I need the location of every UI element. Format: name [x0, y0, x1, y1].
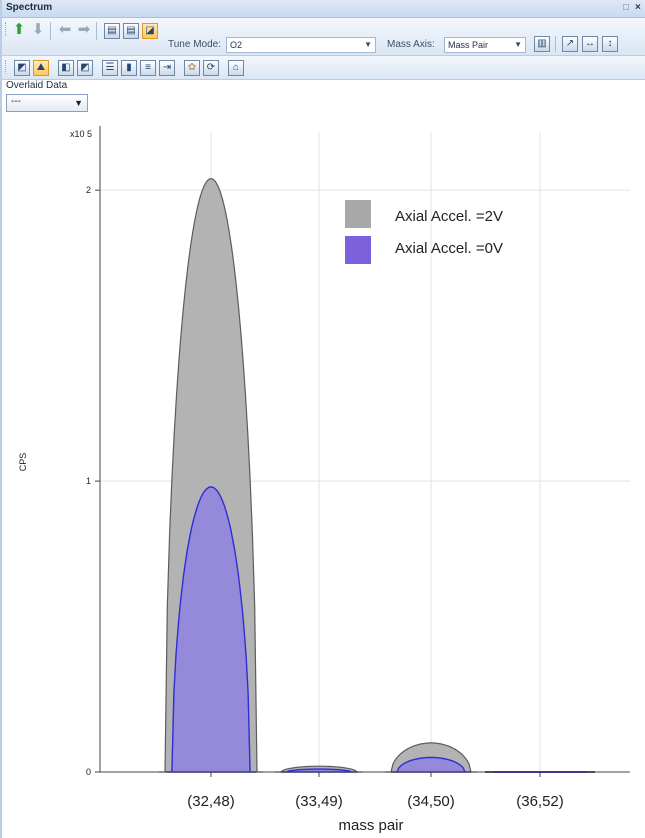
chevron-down-icon: ▼ — [364, 40, 372, 49]
legend-label-2v: Axial Accel. =2V — [395, 208, 503, 225]
overlaid-data-value: --- — [11, 96, 21, 107]
overlaid-data-label: Overlaid Data — [6, 80, 68, 91]
save-icon[interactable]: ▤ — [104, 23, 120, 39]
overlaid-data-select[interactable]: --- ▼ — [6, 94, 88, 112]
y-axis-title: CPS — [18, 453, 28, 472]
spectrum-chart[interactable]: 0 1 2 (32,48) (33,49) (34,50) (36,52) x10 5 CP… — [2, 112, 645, 836]
grid-icon[interactable]: ▥ — [534, 36, 550, 52]
x-tick-label: (32,48) — [187, 793, 235, 810]
stack-icon[interactable]: ≡ — [140, 60, 156, 76]
toolbar-main: ⬆ ⬇ ⬅ ➡ ▤ ▤ ◪ Tune Mode: O2 ▼ Mass Axis:… — [2, 18, 645, 56]
area-0v-point — [391, 756, 471, 773]
window-title: Spectrum — [6, 2, 53, 13]
bar-icon[interactable]: ▮ — [121, 60, 137, 76]
image-icon[interactable]: ◪ — [142, 23, 158, 39]
pin-icon[interactable]: □ — [623, 2, 630, 13]
chart-legend: Axial Accel. =2V Axial Accel. =0V — [345, 200, 503, 264]
y-axis-exponent: x10 5 — [70, 129, 92, 139]
toolbar-secondary: ◩ ⛰ ◧ ◩ ☰ ▮ ≡ ⇥ ✿ ⟳ ⌂ — [2, 56, 645, 80]
save-as-icon[interactable]: ▤ — [123, 23, 139, 39]
mass-axis-select[interactable]: Mass Pair ▼ — [444, 37, 526, 53]
export-icon[interactable]: ⇥ — [159, 60, 175, 76]
mass-axis-label: Mass Axis: — [387, 39, 435, 50]
y-tick-label: 2 — [86, 185, 91, 195]
table-icon[interactable]: ☰ — [102, 60, 118, 76]
chart-edit-icon[interactable]: ◩ — [14, 60, 30, 76]
toolbar-grip[interactable] — [5, 22, 9, 36]
tune-mode-value: O2 — [230, 40, 243, 50]
area-0v-point — [280, 768, 358, 773]
mass-axis-value: Mass Pair — [448, 40, 489, 50]
tune-mode-select[interactable]: O2 ▼ — [226, 37, 376, 53]
y-tick-label: 1 — [86, 476, 91, 486]
arrow-left-icon[interactable]: ⬅ — [58, 21, 72, 38]
toolbar-separator — [555, 36, 556, 52]
x-tick-label: (34,50) — [407, 793, 455, 810]
arrow-down-icon[interactable]: ⬇ — [31, 21, 45, 38]
title-bar: Spectrum □ × — [2, 0, 645, 18]
zoom-y-icon[interactable]: ↕ — [602, 36, 618, 52]
arrow-up-icon[interactable]: ⬆ — [12, 21, 26, 38]
zoom-x-icon[interactable]: ↗ — [562, 36, 578, 52]
chevron-down-icon: ▼ — [514, 40, 522, 49]
overlay-icon[interactable]: ◧ — [58, 60, 74, 76]
arrow-right-icon[interactable]: ➡ — [77, 21, 91, 38]
spectrum-icon[interactable]: ⛰ — [33, 60, 49, 76]
compare-icon[interactable]: ◩ — [77, 60, 93, 76]
x-tick-label: (36,52) — [516, 793, 564, 810]
toolbar-separator — [96, 22, 97, 40]
chart-axes: 0 1 2 (32,48) (33,49) (34,50) (36,52) — [86, 126, 630, 810]
legend-label-0v: Axial Accel. =0V — [395, 240, 503, 257]
x-tick-label: (33,49) — [295, 793, 343, 810]
legend-swatch-0v — [345, 236, 371, 264]
close-icon[interactable]: × — [635, 2, 641, 13]
mask-icon[interactable]: ⌂ — [228, 60, 244, 76]
legend-swatch-2v — [345, 200, 371, 228]
tune-mode-label: Tune Mode: — [168, 39, 221, 50]
toolbar-separator — [50, 22, 51, 40]
toolbar-grip[interactable] — [5, 60, 9, 74]
chevron-down-icon: ▼ — [74, 98, 83, 108]
zoom-fit-icon[interactable]: ↔ — [582, 36, 598, 52]
chart-areas — [159, 177, 595, 773]
refresh-icon[interactable]: ⟳ — [203, 60, 219, 76]
y-tick-label: 0 — [86, 767, 91, 777]
area-0v-point — [165, 486, 257, 773]
settings-icon[interactable]: ✿ — [184, 60, 200, 76]
x-axis-title: mass pair — [338, 817, 403, 834]
